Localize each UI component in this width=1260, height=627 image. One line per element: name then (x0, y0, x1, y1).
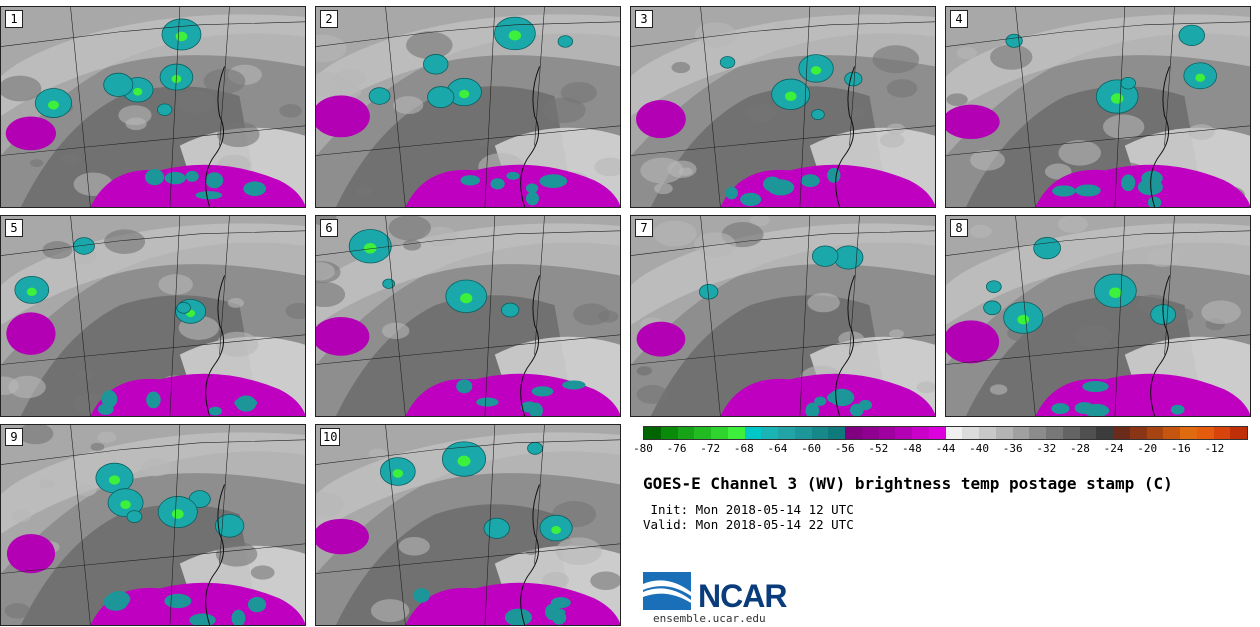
valid-time: Valid: Mon 2018-05-14 22 UTC (643, 517, 854, 532)
colorbar-tick-label: -72 (700, 442, 721, 455)
colorbar-cell (895, 427, 912, 439)
colorbar-tick-label: -28 (1070, 442, 1090, 455)
colorbar-cell (694, 427, 711, 439)
map-panel-6: 6 (315, 215, 621, 417)
map-panel-2: 2 (315, 6, 621, 208)
colorbar-cell (1230, 427, 1247, 439)
colorbar-cell (1163, 427, 1180, 439)
map-panel-8: 8 (945, 215, 1251, 417)
colorbar-cell (1113, 427, 1130, 439)
colorbar-cell (677, 427, 695, 439)
map-panel-5: 5 (0, 215, 306, 417)
colorbar-cell (1096, 427, 1113, 439)
map-panel-10: 10 (315, 424, 621, 626)
colorbar-tick-label: -12 (1204, 442, 1225, 455)
colorbar-cell (660, 427, 678, 439)
colorbar-ticks: -80 -76 -72 -68 -64 -60 -56 -52 -48 -44 -40 -36 -32-… (633, 442, 1248, 458)
colorbar-cell (778, 427, 795, 439)
colorbar-cell (1146, 427, 1164, 439)
chart-title: GOES-E Channel 3 (WV) brightness temp po… (643, 474, 1173, 493)
colorbar-cell (1196, 427, 1214, 439)
colorbar-cell (962, 427, 979, 439)
colorbar-cell (711, 427, 728, 439)
panel-label: 4 (950, 10, 968, 28)
map-panel-3: 3 (630, 6, 936, 208)
colorbar-cell (794, 427, 812, 439)
panel-label: 7 (635, 219, 653, 237)
colorbar-cell (761, 427, 778, 439)
colorbar-cell (861, 427, 879, 439)
colorbar-tick-label: -32 (1036, 442, 1057, 455)
colorbar-tick-label: -40 (969, 442, 990, 455)
init-time: Init: Mon 2018-05-14 12 UTC (643, 502, 854, 517)
colorbar-cell (945, 427, 963, 439)
colorbar-tick-label: -48 (901, 442, 922, 455)
map-panel-4: 4 (945, 6, 1251, 208)
panel-label: 3 (635, 10, 653, 28)
panel-label: 5 (5, 219, 23, 237)
colorbar-cell (1213, 427, 1231, 439)
colorbar-cell (1129, 427, 1147, 439)
colorbar-cell (845, 427, 862, 439)
colorbar-tick-label: -76 (666, 442, 687, 455)
colorbar-tick-label: -36 (1002, 442, 1023, 455)
colorbar (643, 426, 1248, 440)
panel-label: 9 (5, 428, 23, 446)
colorbar-cell (995, 427, 1013, 439)
panel-label: 8 (950, 219, 968, 237)
colorbar-cell (878, 427, 896, 439)
colorbar-cell (744, 427, 762, 439)
colorbar-cell (1046, 427, 1063, 439)
logo-name: NCAR (698, 578, 787, 614)
colorbar-cell (1180, 427, 1197, 439)
colorbar-cell (912, 427, 929, 439)
colorbar-cell (928, 427, 946, 439)
colorbar-cell (644, 427, 661, 439)
panel-label: 1 (5, 10, 23, 28)
colorbar-cell (828, 427, 845, 439)
map-panel-7: 7 (630, 215, 936, 417)
colorbar-tick-label: -68 (733, 442, 754, 455)
colorbar-tick-label: -44 (935, 442, 956, 455)
colorbar-cell (1012, 427, 1030, 439)
colorbar-tick-label: -60 (801, 442, 821, 455)
colorbar-tick-label: -64 (767, 442, 788, 455)
panel-label: 6 (320, 219, 338, 237)
logo-url: ensemble.ucar.edu (653, 612, 766, 625)
colorbar-cell (979, 427, 996, 439)
colorbar-tick-label: -56 (834, 442, 855, 455)
colorbar-cell (1079, 427, 1097, 439)
colorbar-tick-label: -52 (868, 442, 889, 455)
ncar-logo-icon (643, 572, 691, 610)
map-panel-9: 9 (0, 424, 306, 626)
colorbar-cell (1062, 427, 1080, 439)
colorbar-tick-label: -20 (1137, 442, 1158, 455)
colorbar-cell (811, 427, 829, 439)
panel-label: 10 (320, 428, 341, 446)
colorbar-tick-label: -16 (1170, 442, 1191, 455)
colorbar-tick-label: -24 (1103, 442, 1124, 455)
map-panel-1: 1 (0, 6, 306, 208)
colorbar-tick-label: -80 (633, 442, 653, 455)
colorbar-cell (1029, 427, 1046, 439)
panel-label: 2 (320, 10, 338, 28)
colorbar-cell (727, 427, 745, 439)
